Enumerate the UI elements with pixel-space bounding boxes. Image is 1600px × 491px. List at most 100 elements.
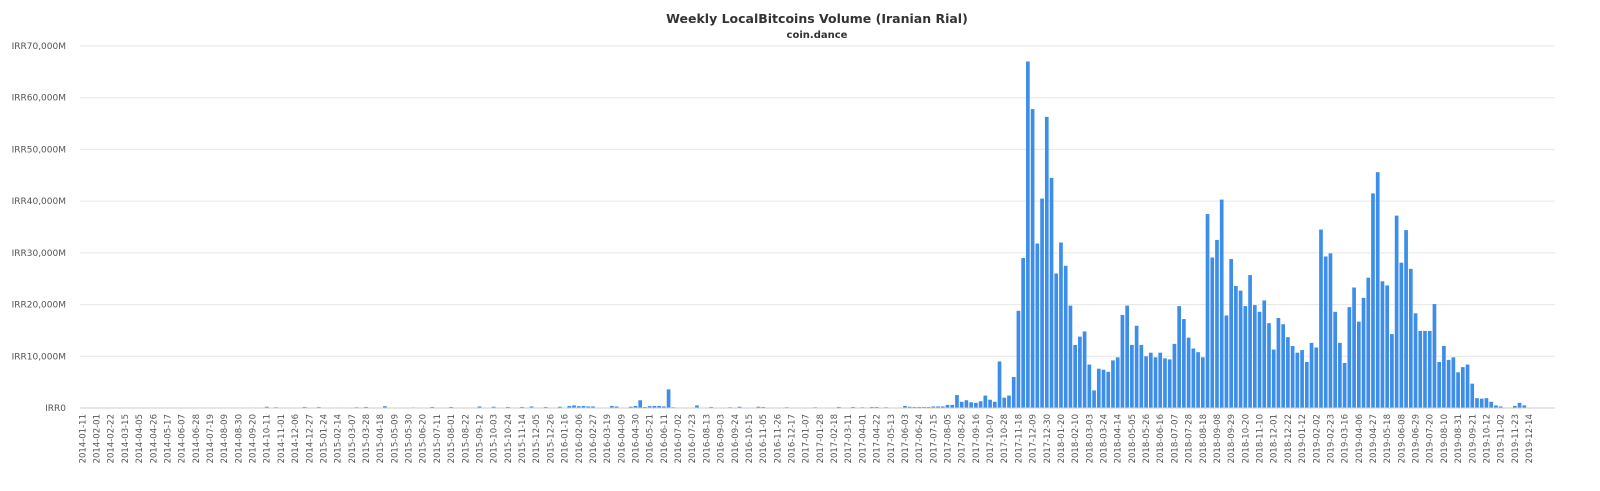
y-tick-label: IRR50,000M	[12, 145, 66, 155]
bar	[1295, 352, 1300, 408]
x-tick-label: 2016-09-24	[731, 414, 741, 463]
bar	[950, 404, 955, 408]
x-tick-label: 2015-12-26	[546, 414, 556, 463]
bar	[1300, 350, 1304, 408]
x-tick-label: 2016-06-11	[660, 414, 670, 463]
bar	[1479, 398, 1484, 408]
bar	[1092, 390, 1096, 408]
bar	[709, 406, 713, 408]
bar	[558, 406, 562, 408]
bar	[945, 404, 950, 408]
bar	[1460, 367, 1465, 408]
bar	[1281, 324, 1286, 408]
x-tick-label: 2016-05-21	[646, 414, 656, 463]
bar	[1120, 314, 1125, 408]
x-tick-label: 2014-04-26	[149, 414, 159, 463]
x-tick-label: 2015-03-07	[348, 414, 358, 463]
bar	[652, 405, 657, 408]
bar	[1456, 372, 1460, 408]
bar	[1078, 336, 1082, 408]
x-tick-label: 2017-06-24	[915, 414, 925, 463]
bar	[1522, 405, 1527, 408]
bar	[1200, 357, 1205, 408]
bars	[118, 61, 1527, 409]
x-tick-label: 2019-08-31	[1454, 414, 1464, 463]
bar	[1007, 395, 1011, 408]
bar	[1352, 287, 1356, 408]
bar	[1238, 290, 1243, 408]
bar	[1153, 357, 1158, 408]
bar	[836, 406, 841, 408]
bar	[1229, 259, 1234, 408]
bar	[1068, 305, 1073, 408]
x-tick-label: 2018-12-22	[1284, 414, 1294, 463]
x-tick-label: 2016-04-09	[617, 414, 627, 463]
x-tick-label: 2017-04-01	[858, 414, 868, 463]
bar	[1243, 306, 1248, 408]
x-axis-ticks: 2014-01-11 2014-02-01 2014-02-22 2014-03-15…	[78, 414, 1535, 463]
bar	[567, 405, 572, 408]
bar	[1371, 193, 1375, 408]
x-tick-label: 2014-08-09	[220, 414, 230, 463]
x-tick-label: 2018-08-18	[1199, 414, 1209, 463]
x-tick-label: 2015-12-05	[532, 414, 542, 463]
x-tick-label: 2016-10-15	[745, 414, 755, 463]
bar	[1333, 311, 1338, 408]
bar	[1437, 361, 1442, 408]
bar	[430, 406, 435, 408]
bar	[1115, 357, 1120, 408]
bar	[1356, 321, 1361, 408]
bar	[992, 401, 997, 408]
x-tick-label: 2018-03-03	[1085, 414, 1095, 463]
x-tick-label: 2018-01-20	[1057, 414, 1067, 463]
bar	[1177, 306, 1181, 408]
x-tick-label: 2017-09-16	[972, 414, 982, 463]
y-tick-label: IRR70,000M	[12, 42, 66, 52]
bar	[964, 400, 969, 408]
x-tick-label: 2019-10-12	[1483, 414, 1493, 463]
bar	[1423, 330, 1427, 408]
y-tick-label: IRR40,000M	[12, 197, 66, 207]
x-tick-label: 2015-03-28	[362, 414, 372, 463]
x-tick-label: 2018-03-24	[1100, 414, 1110, 463]
x-tick-label: 2019-02-02	[1312, 414, 1322, 463]
bar	[936, 406, 940, 408]
x-tick-label: 2015-05-30	[405, 414, 415, 463]
x-tick-label: 2016-07-02	[674, 414, 684, 463]
x-tick-label: 2014-06-28	[192, 414, 202, 463]
bar	[581, 405, 586, 408]
bar	[383, 406, 387, 408]
bar	[1002, 397, 1007, 408]
bar	[1087, 364, 1092, 408]
gridlines	[80, 45, 1555, 357]
bar	[1375, 172, 1380, 408]
x-tick-label: 2019-04-06	[1355, 414, 1365, 463]
bar	[988, 399, 992, 408]
y-tick-label: IRR30,000M	[12, 249, 66, 259]
bar	[1517, 402, 1522, 408]
bar	[1148, 352, 1153, 408]
x-tick-label: 2014-12-06	[291, 414, 301, 463]
bar	[1399, 262, 1404, 408]
x-tick-label: 2018-10-20	[1241, 414, 1251, 463]
bar	[1470, 383, 1475, 408]
x-tick-label: 2014-02-22	[107, 414, 117, 463]
x-tick-label: 2019-03-16	[1341, 414, 1351, 463]
bar	[638, 400, 643, 408]
bar	[1182, 319, 1186, 408]
bar	[1054, 273, 1059, 408]
bar	[543, 406, 548, 408]
x-tick-label: 2016-08-13	[702, 414, 712, 463]
bar	[1026, 61, 1030, 408]
x-tick-label: 2014-06-07	[178, 414, 188, 463]
x-tick-label: 2018-09-29	[1227, 414, 1237, 463]
x-tick-label: 2017-06-03	[901, 414, 911, 463]
x-tick-label: 2014-11-01	[277, 414, 287, 463]
x-tick-label: 2019-07-20	[1426, 414, 1436, 463]
bar	[576, 406, 581, 408]
x-tick-label: 2014-05-17	[164, 414, 174, 463]
x-tick-label: 2016-04-30	[632, 414, 642, 463]
x-tick-label: 2015-01-24	[320, 414, 330, 463]
bar	[1446, 359, 1451, 408]
bar	[449, 406, 453, 408]
